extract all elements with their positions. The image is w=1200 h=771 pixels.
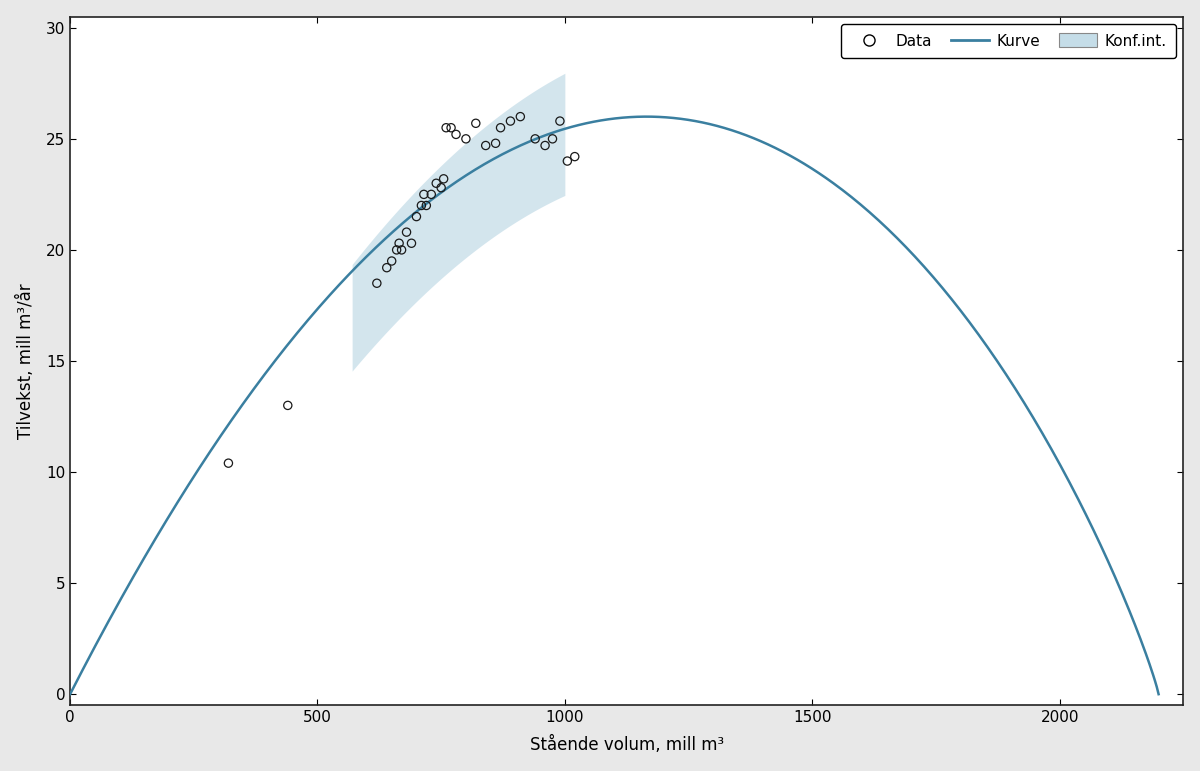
Point xyxy=(414,188,433,200)
Point xyxy=(442,122,461,134)
Point xyxy=(388,244,407,256)
Point xyxy=(432,181,451,194)
Point xyxy=(542,133,562,145)
X-axis label: Stående volum, mill m³: Stående volum, mill m³ xyxy=(529,736,724,754)
Point xyxy=(421,188,440,200)
Point xyxy=(551,115,570,127)
Point xyxy=(377,261,396,274)
Point xyxy=(456,133,475,145)
Point xyxy=(476,140,496,152)
Point xyxy=(558,155,577,167)
Point xyxy=(416,200,436,212)
Point xyxy=(407,210,426,223)
Point xyxy=(491,122,510,134)
Point xyxy=(392,244,412,256)
Point xyxy=(565,150,584,163)
Point xyxy=(412,200,431,212)
Point xyxy=(467,117,486,130)
Point xyxy=(511,110,530,123)
Point xyxy=(397,226,416,238)
Point xyxy=(535,140,554,152)
Point xyxy=(437,122,456,134)
Point xyxy=(218,457,238,470)
Point xyxy=(500,115,520,127)
Point xyxy=(446,128,466,140)
Point xyxy=(486,137,505,150)
Point xyxy=(278,399,298,412)
Y-axis label: Tilvekst, mill m³/år: Tilvekst, mill m³/år xyxy=(17,283,35,439)
Point xyxy=(526,133,545,145)
Legend: Data, Kurve, Konf.int.: Data, Kurve, Konf.int. xyxy=(841,25,1176,58)
Point xyxy=(434,173,454,185)
Point xyxy=(367,277,386,289)
Point xyxy=(427,177,446,190)
Point xyxy=(402,237,421,249)
Point xyxy=(382,255,401,268)
Point xyxy=(390,237,409,249)
